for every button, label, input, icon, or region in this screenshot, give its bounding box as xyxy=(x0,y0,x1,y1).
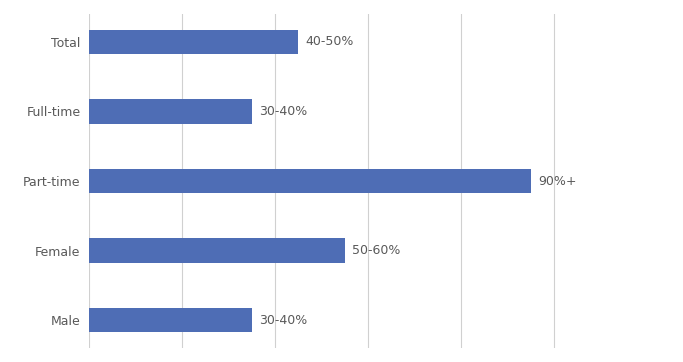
Bar xyxy=(89,308,252,332)
Text: 90%+: 90%+ xyxy=(538,174,576,188)
Bar xyxy=(89,169,531,193)
Text: 30-40%: 30-40% xyxy=(259,314,307,327)
Bar xyxy=(89,99,252,123)
Bar xyxy=(89,30,298,54)
Text: 30-40%: 30-40% xyxy=(259,105,307,118)
Bar xyxy=(89,239,345,263)
Text: 50-60%: 50-60% xyxy=(352,244,400,257)
Text: 40-50%: 40-50% xyxy=(305,35,354,48)
